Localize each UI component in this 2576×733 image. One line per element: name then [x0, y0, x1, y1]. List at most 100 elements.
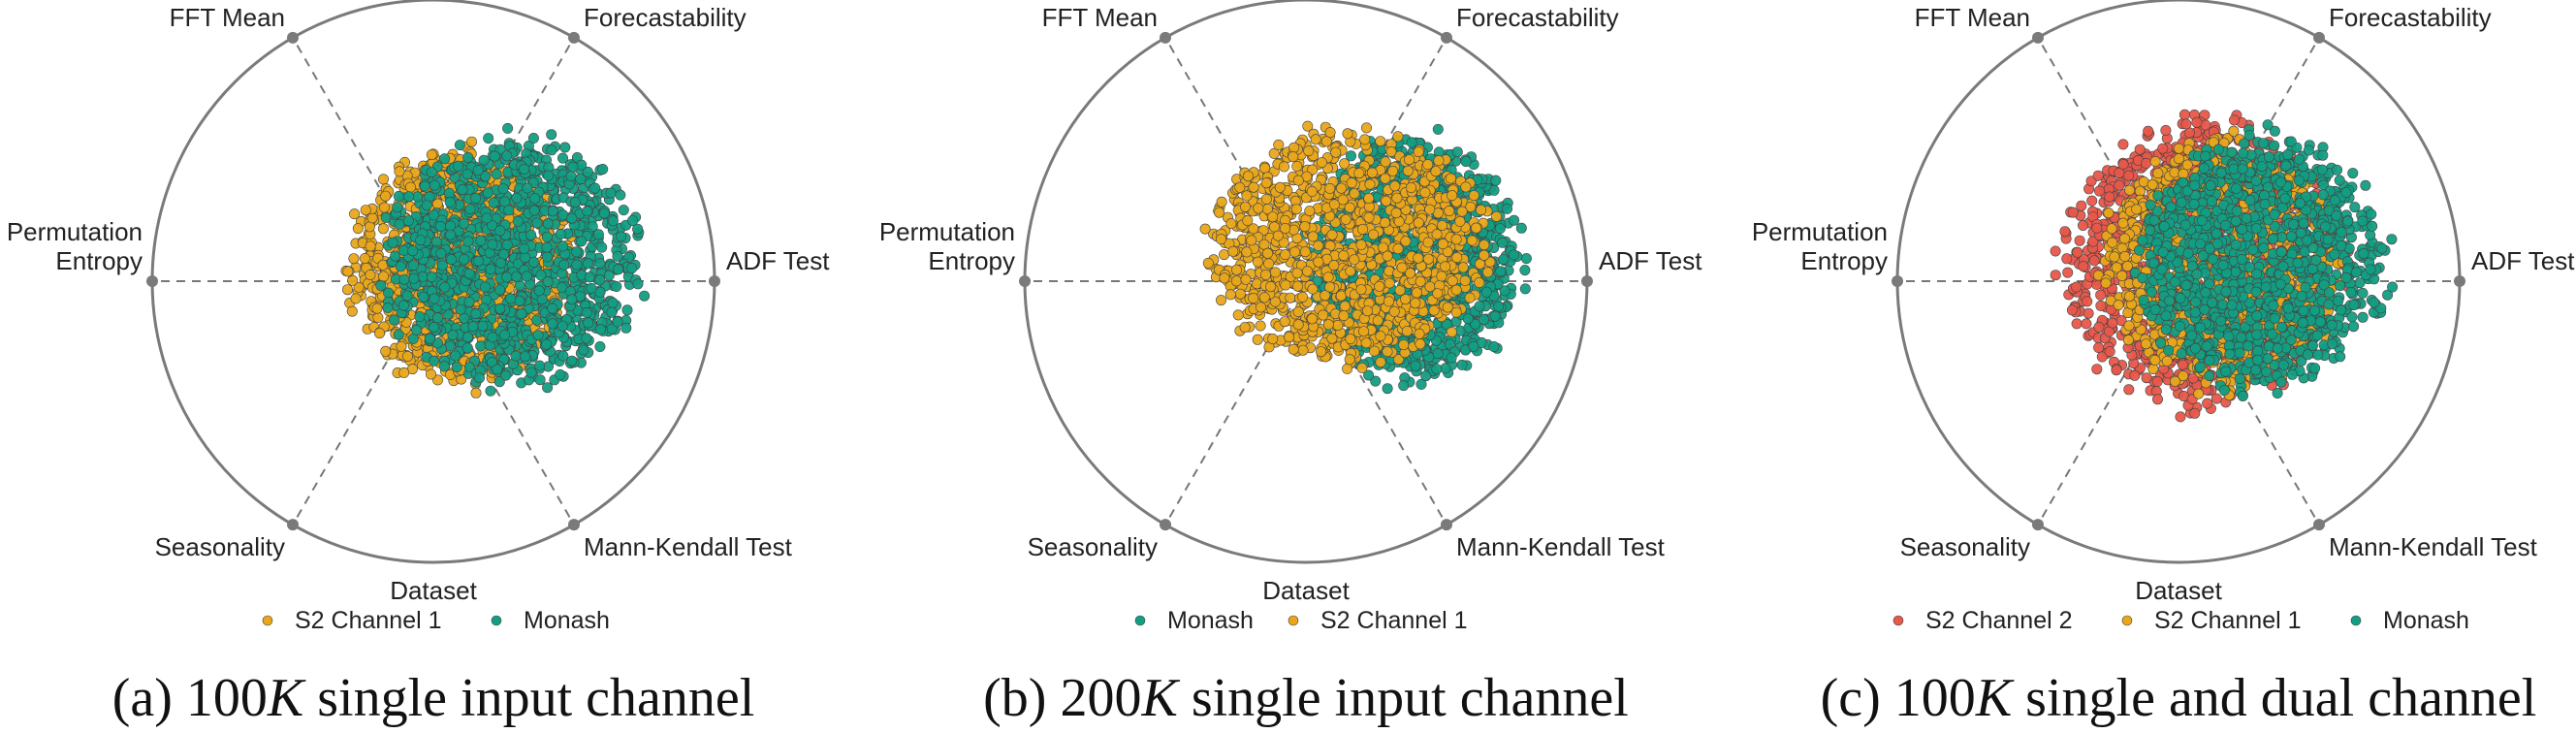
scatter-point	[1406, 137, 1417, 148]
scatter-point	[1380, 173, 1391, 184]
scatter-point	[1316, 157, 1327, 169]
scatter-point	[1450, 234, 1462, 245]
scatter-point	[450, 350, 461, 362]
scatter-point	[569, 197, 581, 208]
scatter-point	[1273, 139, 1285, 150]
scatter-point	[1490, 175, 1502, 186]
scatter-point	[1301, 266, 1313, 277]
scatter-point	[1316, 346, 1327, 358]
scatter-point	[541, 231, 553, 242]
scatter-point	[565, 171, 577, 182]
scatter-point	[1488, 340, 1500, 352]
scatter-point	[1240, 273, 1252, 285]
scatter-point	[1306, 313, 1318, 325]
scatter-point	[1363, 193, 1375, 205]
scatter-point	[1520, 253, 1532, 265]
scatter-point	[452, 160, 463, 172]
scatter-point	[1234, 181, 1246, 193]
scatter-point	[396, 340, 407, 352]
scatter-point	[475, 235, 487, 246]
scatter-point	[534, 360, 546, 371]
scatter-point	[444, 197, 456, 208]
scatter-point	[2210, 393, 2222, 404]
scatter-point	[615, 189, 626, 201]
scatter-point	[1330, 146, 1342, 158]
scatter-point	[1468, 340, 1479, 352]
scatter-point	[393, 190, 404, 202]
scatter-point	[1433, 155, 1445, 167]
scatter-point	[478, 154, 490, 166]
scatter-point	[566, 294, 578, 305]
scatter-point	[1307, 231, 1319, 242]
scatter-point	[1462, 313, 1474, 325]
radar-axis-endpoint	[287, 519, 299, 531]
scatter-point	[1279, 316, 1290, 328]
scatter-point	[1366, 167, 1378, 178]
scatter-point	[435, 247, 447, 259]
scatter-point	[1199, 223, 1211, 235]
scatter-point	[394, 166, 405, 177]
scatter-point	[457, 184, 468, 196]
scatter-point	[594, 258, 606, 270]
scatter-point	[461, 332, 473, 343]
scatter-point	[1389, 180, 1401, 192]
scatter-point	[1383, 277, 1395, 289]
scatter-point	[424, 333, 435, 344]
scatter-point	[1344, 354, 1355, 366]
scatter-point	[1303, 145, 1315, 157]
scatter-point	[1355, 239, 1367, 250]
scatter-point	[439, 281, 451, 293]
scatter-point	[1400, 236, 1412, 247]
radar-axis-endpoint	[287, 31, 299, 44]
scatter-point	[582, 258, 593, 270]
scatter-point	[626, 262, 638, 273]
scatter-point	[528, 205, 540, 216]
scatter-point	[611, 280, 622, 292]
scatter-point	[485, 264, 496, 275]
scatter-point	[1306, 186, 1318, 198]
scatter-point	[1451, 252, 1463, 264]
scatter-point	[454, 140, 465, 151]
scatter-point	[429, 355, 440, 366]
axis-label-adf-test: ADF Test	[1599, 246, 1702, 275]
scatter-point	[483, 133, 494, 144]
scatter-point	[612, 316, 623, 328]
scatter-point	[1422, 237, 1434, 248]
scatter-point	[1375, 136, 1386, 147]
scatter-point	[2129, 369, 2141, 381]
scatter-point	[502, 122, 514, 134]
scatter-point	[425, 368, 436, 380]
scatter-point	[558, 259, 570, 271]
scatter-point	[1324, 127, 1336, 139]
scatter-point	[394, 218, 405, 230]
scatter-point	[1260, 177, 1272, 189]
scatter-point	[1356, 362, 1368, 373]
scatter-point	[1284, 332, 1295, 343]
scatter-point	[419, 180, 430, 192]
scatter-point	[342, 266, 354, 277]
scatter-point	[1502, 203, 1513, 214]
scatter-point	[1263, 258, 1275, 270]
scatter-point	[387, 237, 398, 248]
scatter-point	[1252, 334, 1263, 345]
scatter-point	[566, 355, 578, 366]
scatter-point	[492, 364, 503, 375]
scatter-point	[546, 129, 557, 141]
scatter-point	[1519, 283, 1531, 295]
scatter-point	[475, 340, 487, 352]
scatter-point	[418, 291, 429, 303]
scatter-point	[1474, 276, 1485, 288]
scatter-point	[1216, 295, 1227, 306]
scatter-point	[1411, 287, 1422, 299]
scatter-point	[541, 338, 553, 350]
scatter-point	[1446, 352, 1457, 364]
scatter-point	[1432, 123, 1444, 135]
scatter-point	[1202, 257, 1214, 269]
scatter-point	[463, 296, 475, 307]
scatter-point	[1413, 252, 1424, 264]
scatter-point	[1440, 261, 1451, 272]
axis-label-forecastability: Forecastability	[1456, 3, 1619, 32]
scatter-point	[341, 284, 353, 296]
